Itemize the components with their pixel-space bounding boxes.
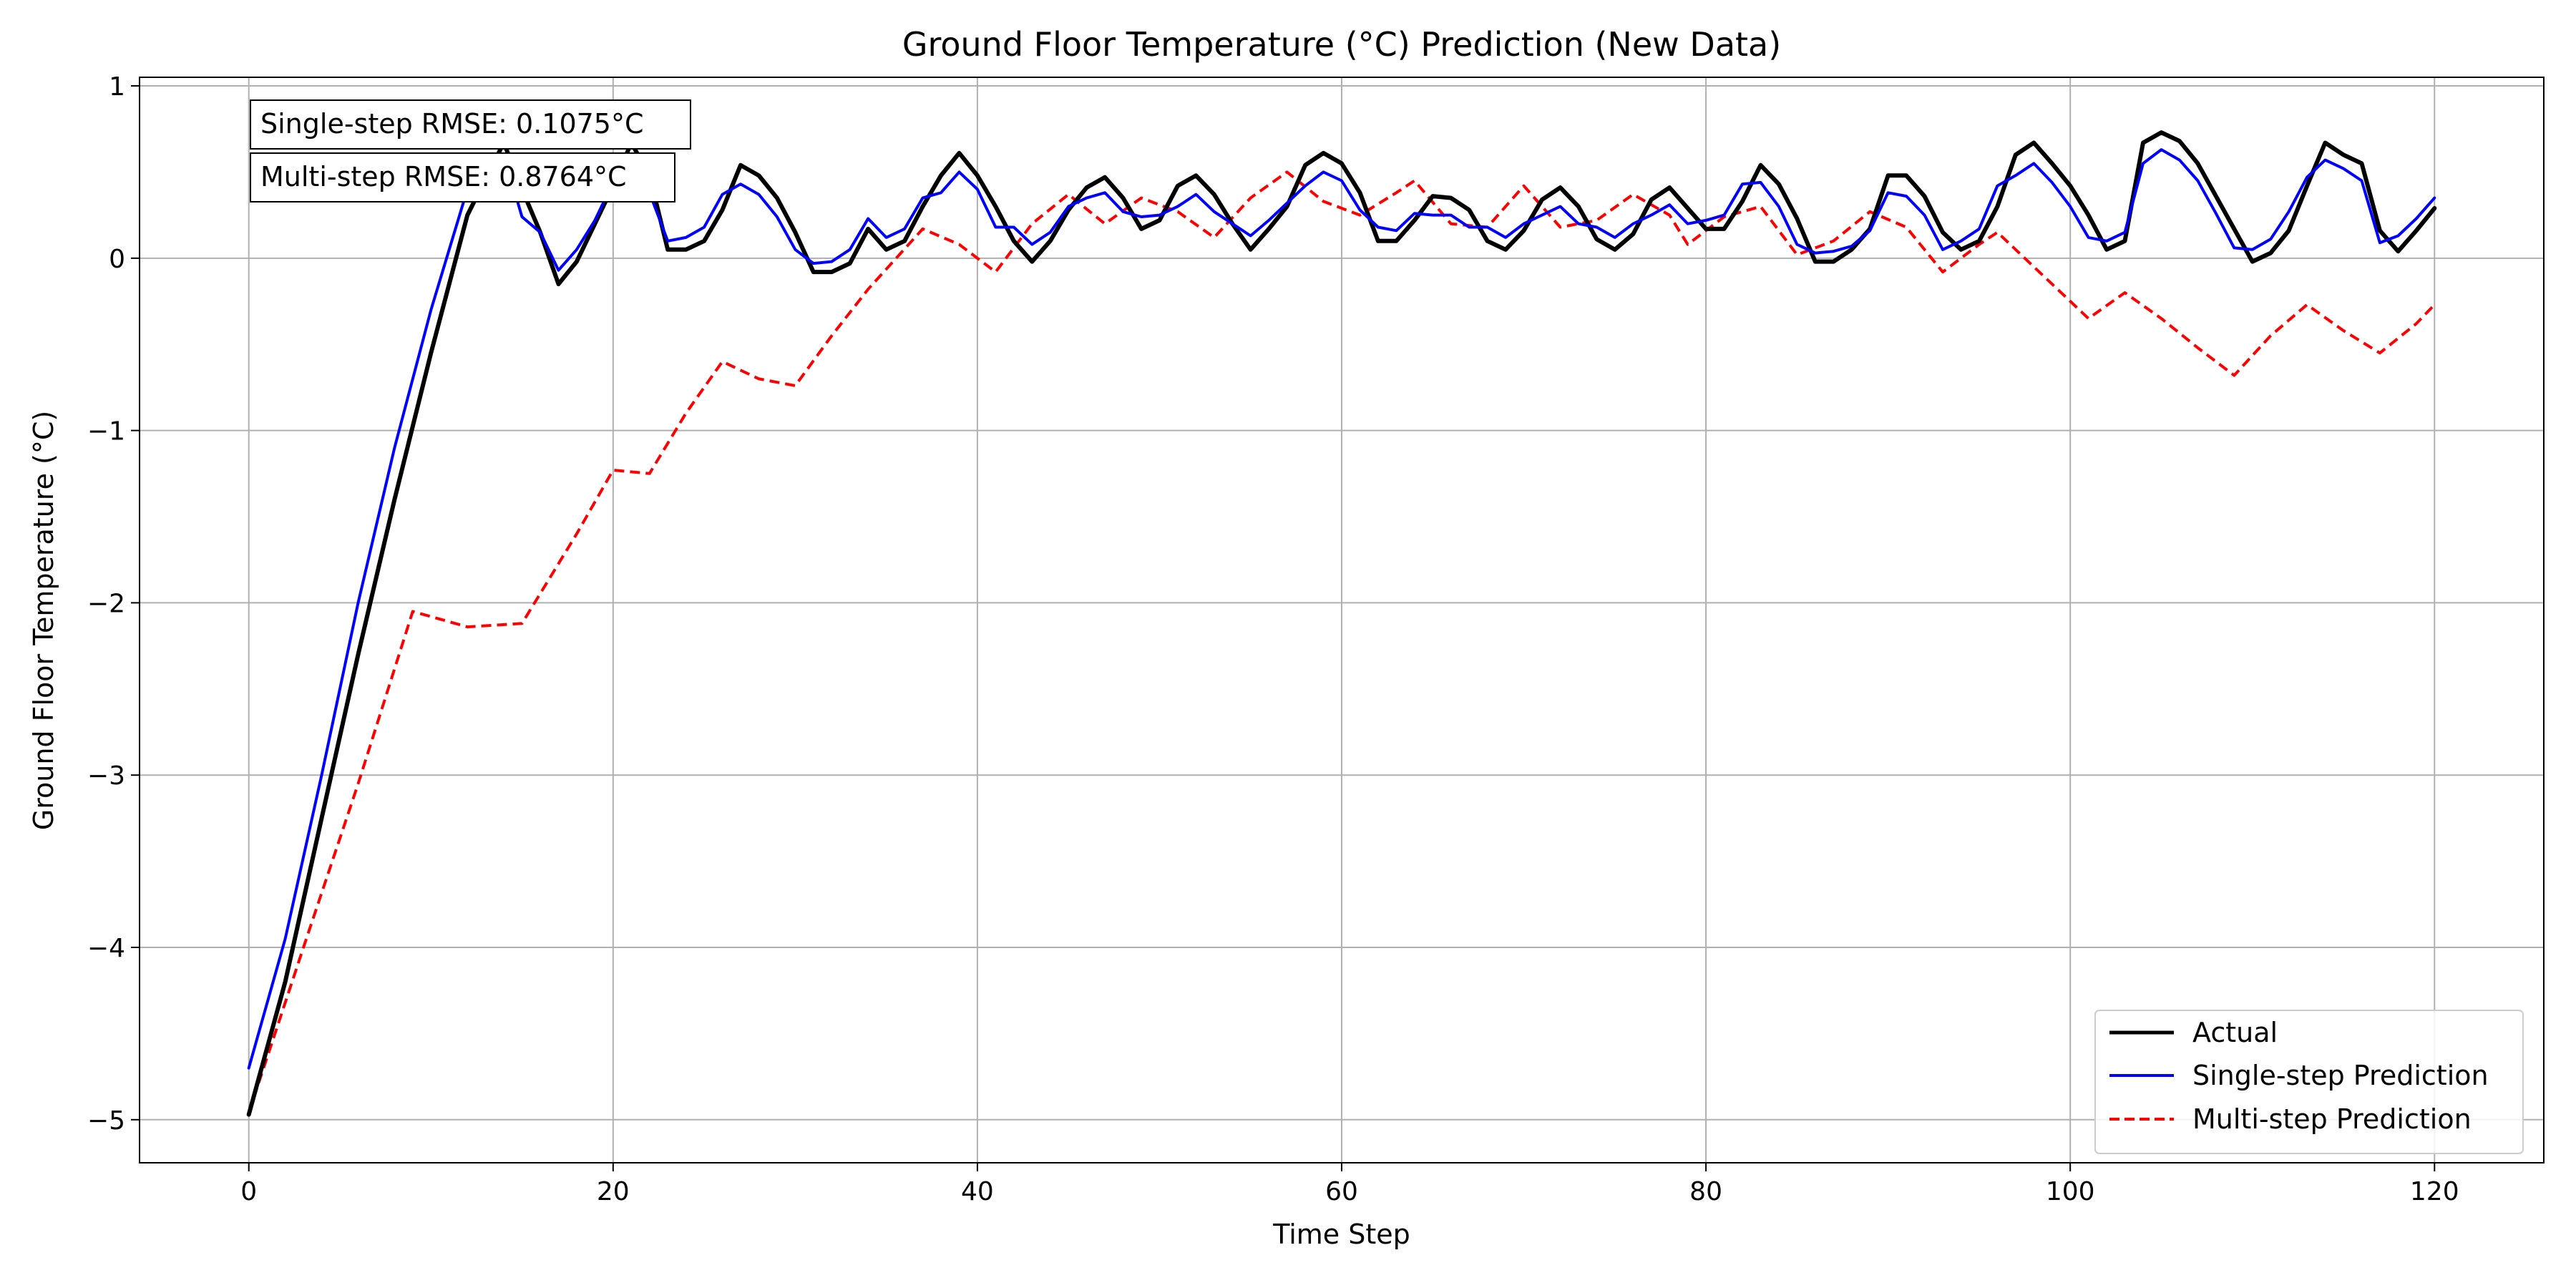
ticks: 0 20 40 60 80 100 120 1 0 −1 −2 −3 −4 −5 — [87, 72, 2459, 1206]
y-axis-label: Ground Floor Temperature (°C) — [28, 411, 59, 830]
x-tick-label: 20 — [597, 1177, 630, 1206]
legend-box — [2094, 1010, 2524, 1154]
x-tick-label: 100 — [2046, 1177, 2095, 1206]
chart-title: Ground Floor Temperature (°C) Prediction… — [902, 25, 1781, 64]
legend: Actual Single-step Prediction Multi-step… — [2094, 1010, 2524, 1154]
y-tick-label: 0 — [109, 245, 125, 274]
annotation-box-multi — [250, 152, 675, 203]
annotation-multi-text: Multi-step RMSE: 0.8764°C — [260, 161, 627, 192]
x-axis-label: Time Step — [1272, 1219, 1410, 1250]
series-line-single-step-prediction — [247, 148, 2436, 1070]
legend-label-single-step: Single-step Prediction — [2192, 1060, 2489, 1091]
series-line-multi-step-prediction — [247, 170, 2436, 1113]
x-tick-label: 80 — [1689, 1177, 1722, 1206]
x-tick-label: 60 — [1325, 1177, 1358, 1206]
annotation-single-text: Single-step RMSE: 0.1075°C — [260, 108, 644, 140]
rmse-annotation-single: Single-step RMSE: 0.1075°C — [250, 99, 691, 150]
y-tick-label: 1 — [109, 72, 125, 102]
x-tick-label: 0 — [240, 1177, 257, 1206]
y-tick-label: −2 — [87, 589, 125, 618]
y-tick-label: −4 — [87, 934, 125, 963]
legend-label-actual: Actual — [2192, 1017, 2278, 1048]
y-tick-label: −3 — [87, 761, 125, 791]
x-tick-label: 40 — [961, 1177, 994, 1206]
rmse-annotation-multi: Multi-step RMSE: 0.8764°C — [250, 152, 675, 203]
y-tick-label: −1 — [87, 417, 125, 447]
series-group — [246, 130, 2437, 1117]
x-tick-label: 120 — [2410, 1177, 2459, 1206]
y-tick-label: −5 — [87, 1106, 125, 1136]
legend-label-multi-step: Multi-step Prediction — [2192, 1103, 2472, 1135]
series-line-actual — [246, 130, 2437, 1117]
annotation-box-single — [250, 99, 691, 150]
